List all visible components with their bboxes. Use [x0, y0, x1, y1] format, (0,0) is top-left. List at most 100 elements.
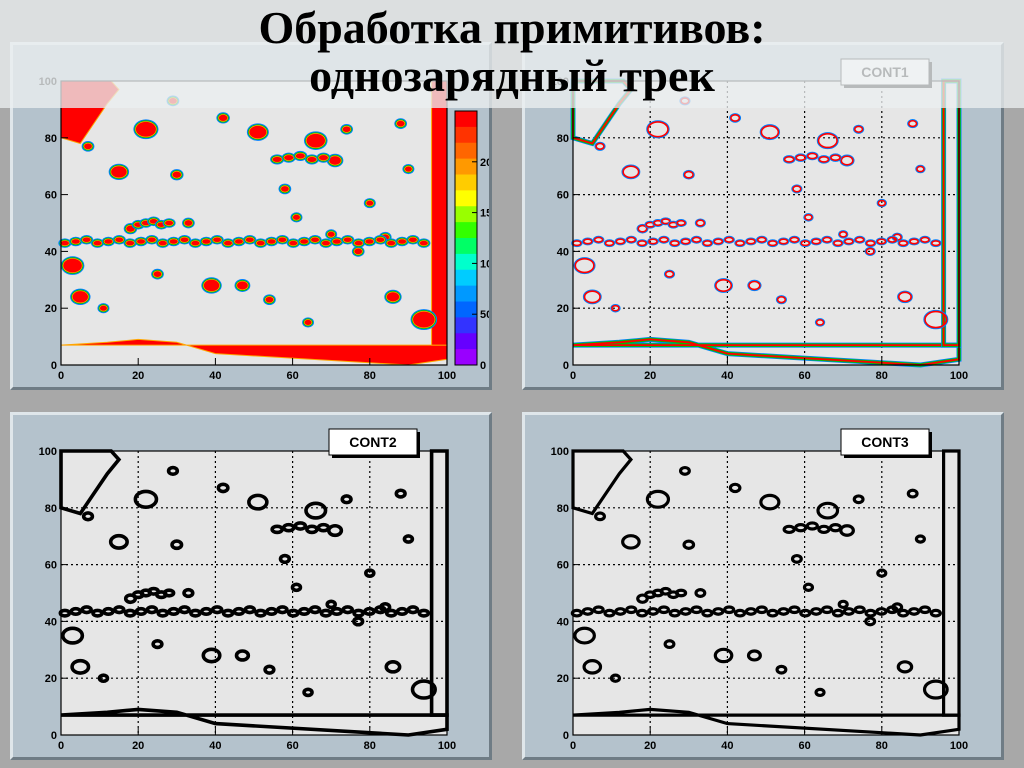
palette-tick-label: 50	[480, 309, 489, 321]
shape-34	[660, 218, 671, 225]
shape-33	[417, 608, 431, 618]
shape-33	[690, 605, 703, 615]
shape-33	[713, 238, 724, 245]
y-tick-label: 0	[51, 360, 57, 372]
x-tick-label: 100	[438, 740, 456, 752]
shape-35	[794, 523, 808, 533]
shape-33	[931, 240, 941, 247]
palette-swatch	[455, 269, 477, 287]
shape-34	[165, 220, 174, 226]
shape-33	[308, 605, 322, 615]
shape-33	[603, 608, 616, 618]
shape-33	[756, 235, 768, 244]
shape-9	[573, 257, 596, 275]
shape-9	[61, 626, 85, 645]
shape-33	[570, 608, 583, 618]
shape-16	[278, 553, 292, 565]
palette-swatch	[455, 142, 477, 160]
shape-10	[582, 289, 602, 305]
shape-33	[387, 240, 396, 246]
shape-29	[364, 568, 376, 578]
histogram-plot: 020406080100020406080100CONT1	[551, 58, 968, 382]
shape-14	[594, 511, 606, 522]
palette-tick-label: 100	[480, 258, 489, 270]
shape-25	[678, 465, 691, 476]
shape-35	[307, 156, 317, 162]
shape-33	[778, 238, 789, 245]
shape-35	[318, 155, 328, 161]
shape-23	[292, 214, 300, 220]
shape-3	[646, 120, 670, 139]
y-tick-label: 20	[557, 303, 569, 315]
shape-33	[909, 238, 919, 245]
shape-33	[821, 235, 833, 244]
shape-31	[342, 126, 351, 133]
shape-33	[354, 240, 363, 246]
pad-cont3: 0 20 40 60 80 100 0 20 40 60 80 100 CONT3	[522, 412, 1004, 760]
shape-33	[363, 606, 376, 617]
shape-13	[386, 292, 400, 302]
shape-33	[286, 608, 300, 618]
shape-33	[289, 240, 298, 246]
shape-23	[802, 582, 815, 592]
shape-33	[614, 607, 627, 616]
shape-12	[329, 156, 341, 165]
shape-20	[663, 269, 676, 279]
y-tick-label: 20	[45, 303, 57, 315]
shape-33	[221, 608, 235, 618]
shape-33	[210, 605, 224, 615]
shape-18	[695, 219, 706, 227]
shape-26	[776, 296, 787, 304]
shape-33	[60, 240, 69, 246]
shape-15	[172, 171, 182, 178]
shape-9	[573, 626, 596, 645]
shape-33	[810, 237, 822, 246]
shape-33	[745, 237, 757, 246]
title-line-2: однозарядный трек	[309, 50, 715, 101]
shape-27	[97, 673, 110, 684]
x-tick-label: 40	[209, 370, 221, 382]
shape-33	[332, 239, 341, 244]
shape-33	[723, 235, 735, 244]
shape-33	[647, 237, 659, 246]
shape-33	[145, 605, 159, 615]
shape-24	[216, 482, 230, 494]
shape-33	[343, 237, 352, 243]
palette-swatch	[455, 349, 477, 366]
shape-33	[789, 236, 800, 243]
shape-15	[682, 539, 696, 550]
shape-33	[844, 238, 854, 245]
shape-33	[810, 607, 823, 616]
shape-26	[263, 664, 276, 675]
shape-31	[853, 124, 865, 134]
shape-23	[804, 213, 813, 221]
y-tick-label: 80	[45, 503, 57, 515]
shape-33	[853, 605, 866, 615]
shape-33	[908, 237, 920, 246]
contour-layer	[58, 449, 449, 737]
palette-swatch	[455, 111, 477, 128]
shape-33	[723, 605, 736, 615]
shape-5	[247, 493, 269, 511]
histogram-plot: 020406080100020406080100200150100500	[39, 76, 489, 382]
shape-4	[621, 164, 641, 180]
shape-35	[806, 151, 819, 161]
shape-21	[837, 599, 849, 610]
shape-33	[374, 605, 387, 615]
pad-name-label: CONT2	[349, 434, 397, 450]
y-tick-label: 80	[45, 133, 57, 145]
shape-33	[395, 606, 409, 617]
shape-21	[325, 599, 337, 610]
shape-33	[712, 237, 724, 246]
shape-33	[843, 237, 855, 246]
shape-13	[897, 290, 913, 304]
shape-35	[818, 156, 830, 163]
y-tick-label: 80	[557, 503, 569, 515]
shape-33	[202, 239, 211, 244]
shape-7	[713, 647, 734, 664]
shape-16	[790, 553, 803, 564]
palette-swatch	[455, 158, 477, 175]
shape-12	[839, 154, 855, 167]
shape-33	[134, 606, 148, 617]
shape-30	[916, 165, 925, 173]
